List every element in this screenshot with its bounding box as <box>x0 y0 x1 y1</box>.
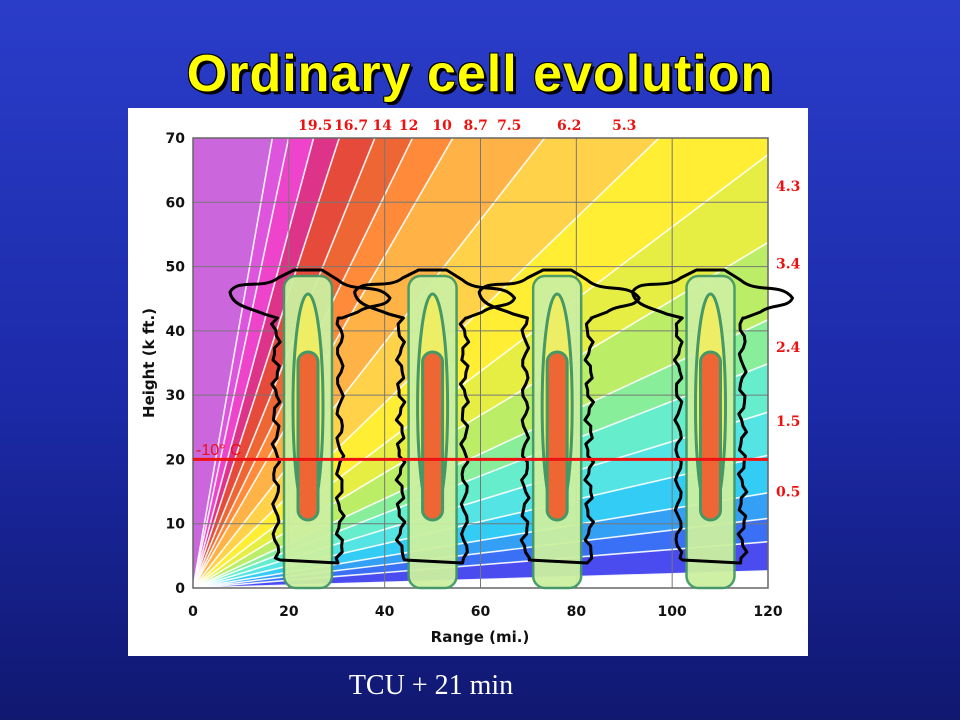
beam-edge <box>193 153 768 588</box>
beam-edge <box>193 540 768 588</box>
beam-angle-label: 16.7 <box>334 118 368 134</box>
slide-title: Ordinary cell evolution <box>186 45 774 103</box>
cell-core-echo <box>699 350 722 522</box>
cell-core-echo <box>545 350 569 522</box>
cell-core-echo <box>296 350 320 522</box>
y-axis-label: Height (k ft.) <box>140 308 158 418</box>
beam-angle-label: 8.7 <box>464 118 488 134</box>
radar-beam-diagram: 0 20 40 60 80 100 120 0 10 20 30 40 50 60 70 19.5 16.7 14… <box>128 108 808 656</box>
beam-edge <box>193 362 768 588</box>
cloud-outline <box>353 268 517 565</box>
beam-angle-label: 3.4 <box>776 256 801 272</box>
storm-cell <box>631 268 794 590</box>
caption: TCU + 21 min <box>348 670 514 701</box>
x-tick-label: 40 <box>375 604 395 620</box>
beam-edge <box>193 138 274 588</box>
y-tick-label: 70 <box>166 131 186 147</box>
beam-edge <box>193 318 768 588</box>
cloud-outline <box>228 268 392 565</box>
storm-cell <box>353 268 517 590</box>
beam-edge <box>193 411 768 588</box>
beam-edge <box>193 570 768 588</box>
beam-edge <box>193 138 414 588</box>
x-tick-label: 60 <box>471 604 491 620</box>
beam-angle-label: 10 <box>432 118 452 134</box>
beam-edge <box>193 454 768 588</box>
y-tick-label: 30 <box>166 388 186 404</box>
beam-angle-label: 6.2 <box>557 118 581 134</box>
x-axis-label: Range (mi.) <box>431 628 530 646</box>
x-tick-label: 100 <box>658 604 687 620</box>
x-tick-label: 120 <box>753 604 782 620</box>
storm-cell <box>228 268 392 590</box>
storm-cells <box>193 268 794 590</box>
grid <box>192 137 769 589</box>
x-tick-label: 0 <box>188 604 198 620</box>
y-tick-label: 50 <box>166 260 186 276</box>
y-tick-label: 60 <box>166 195 186 211</box>
isotherm-label: -10° C <box>196 442 242 459</box>
x-tick-label: 80 <box>567 604 587 620</box>
y-tick-label: 10 <box>166 517 186 533</box>
beam-angle-label: 0.5 <box>776 485 800 501</box>
beam-angle-label: 4.3 <box>776 179 800 195</box>
x-tick-label: 20 <box>279 604 299 620</box>
y-tick-label: 0 <box>175 581 185 597</box>
axes: 0 20 40 60 80 100 120 0 10 20 30 40 50 60 70 19.5 16.7 14… <box>166 118 801 620</box>
beam-edge <box>193 241 768 588</box>
cloud-outline <box>631 268 794 565</box>
beam-edge <box>193 138 290 588</box>
y-tick-label: 20 <box>166 452 186 468</box>
beam-angle-label: 5.3 <box>612 118 636 134</box>
beam-edge <box>193 138 315 588</box>
beam-angle-label: 1.5 <box>776 414 800 430</box>
plot-border <box>192 137 769 589</box>
beam-angle-label: 7.5 <box>497 118 521 134</box>
beam-angle-label: 12 <box>399 118 418 134</box>
cell-core-echo <box>421 350 445 522</box>
beam-edge <box>193 491 768 588</box>
y-tick-label: 40 <box>166 324 186 340</box>
beam-angle-label: 2.4 <box>776 340 801 356</box>
beam-angle-label: 14 <box>373 118 393 134</box>
beam-angle-label: 19.5 <box>298 118 332 134</box>
